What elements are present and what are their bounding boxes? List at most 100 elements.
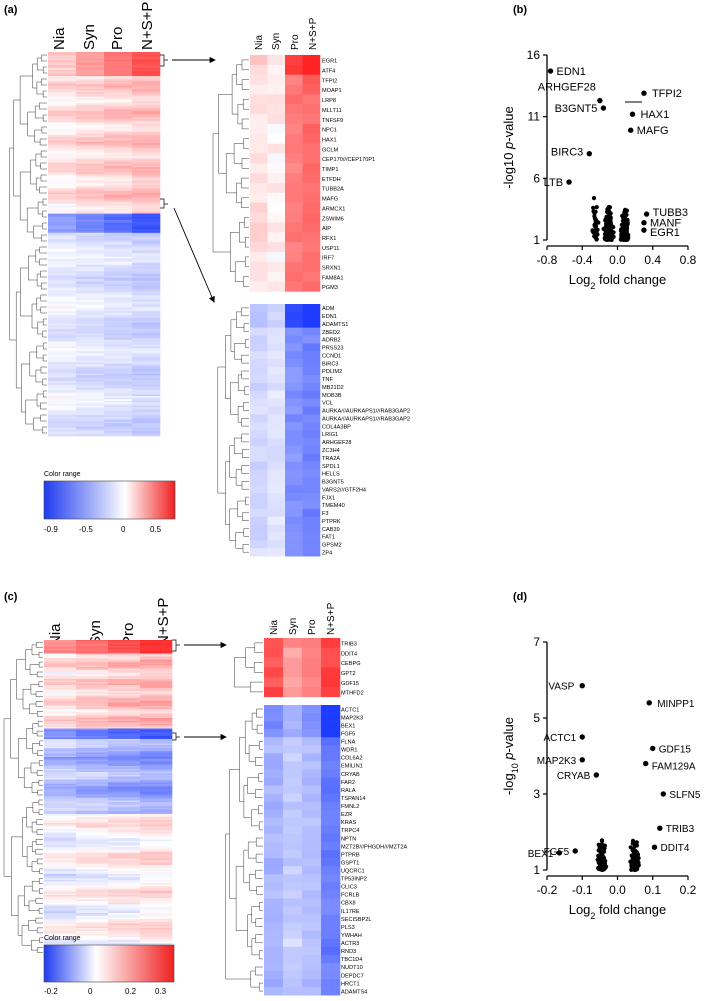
panel-a-main-cell: [132, 120, 161, 123]
panel-a-main-cell: [132, 247, 161, 250]
panel-a-main-cell: [48, 309, 77, 312]
panel-c-up-cell: [321, 657, 341, 668]
dendrogram-branch: [38, 760, 43, 766]
panel-a-main-cell: [48, 164, 77, 166]
panel-c-main-cell: [76, 694, 109, 696]
gene-label: GSPT1: [341, 860, 359, 866]
panel-c-down-cell: [302, 713, 322, 722]
panel-c-down-cell: [283, 858, 303, 867]
panel-c-main-cell: [76, 790, 109, 792]
panel-c-up-cell: [264, 638, 284, 649]
panel-a-main-cell: [104, 124, 133, 126]
gene-label: ADM: [322, 306, 335, 312]
panel-a-main-cell: [48, 192, 77, 195]
panel-a-main-cell: [48, 418, 77, 421]
dendrogram-branch: [26, 207, 39, 233]
panel-c-main-cell: [44, 938, 77, 941]
panel-c-main-cell: [140, 865, 173, 867]
gene-label: ETFDH: [322, 177, 341, 183]
panel-a-main-cell: [104, 117, 133, 120]
panel-c-main-cell: [76, 803, 109, 806]
panel-a-main-cell: [132, 282, 161, 285]
panel-a-down-cell: [250, 532, 268, 541]
panel-c-main-cell: [108, 865, 141, 867]
panel-c-main-cell: [108, 785, 141, 788]
panel-a-up-cell: [267, 173, 286, 184]
panel-c-main-cell: [44, 739, 77, 741]
panel-a-main-cell: [104, 168, 133, 171]
panel-c-main-cell: [44, 743, 77, 746]
panel-c-down-cell: [302, 801, 322, 811]
panel-a-main-cell: [76, 252, 105, 254]
panel-c-main-cell: [108, 770, 141, 773]
panel-c-main-cell: [108, 823, 141, 825]
panel-a-main-cell: [76, 170, 105, 173]
panel-c-down-cell: [302, 962, 322, 972]
panel-a-down-cell: [285, 359, 303, 368]
panel-a-up-cell: [267, 261, 286, 272]
panel-a-main-cell: [104, 138, 133, 141]
panel-a-down-cell: [285, 437, 303, 447]
data-point: [625, 217, 630, 223]
x-tick-label: 0.0: [609, 883, 626, 897]
panel-a-main-cell: [132, 196, 161, 198]
panel-a-main-cell: [48, 84, 77, 86]
panel-c-main-cell: [108, 728, 141, 731]
dendrogram-branch: [244, 386, 249, 395]
panel-c-main-cell: [108, 922, 141, 924]
panel-c-main-cell: [76, 730, 109, 732]
panel-c-down-cell: [264, 898, 284, 907]
panel-c-main-cell: [76, 782, 109, 785]
panel-a-main-cell: [48, 223, 77, 226]
panel-c-main-cell: [140, 919, 173, 921]
gene-label: RALA: [341, 788, 356, 794]
panel-a-main-cell: [48, 181, 77, 184]
dendrogram-branch: [42, 426, 47, 434]
panel-a-up-cell: [250, 143, 268, 154]
panel-a-up-cell: [267, 271, 286, 282]
panel-a-main-cell: [76, 391, 105, 394]
gene-label: FLNA: [341, 740, 356, 746]
panel-c-main-cell: [140, 790, 173, 792]
panel-a-main-cell: [48, 229, 77, 232]
panel-c-main-cell: [108, 898, 141, 900]
panel-a-main-cell: [76, 239, 105, 242]
panel-a-down-cell: [250, 343, 268, 352]
panel-c-main-cell: [140, 697, 173, 699]
panel-c-main-cell: [140, 748, 173, 750]
panel-c-up-cell: [321, 687, 341, 698]
panel-a-main-cell: [132, 68, 161, 70]
panel-c-main-cell: [108, 742, 141, 744]
panel-a-main-cell: [132, 322, 161, 325]
dendrogram-branch: [38, 907, 43, 914]
panel-a-main-cell: [48, 162, 77, 165]
panel-a-main-cell: [76, 314, 105, 317]
panel-a-main-cell: [76, 359, 105, 362]
panel-a-main-cell: [76, 330, 105, 333]
panel-a-down-cell: [302, 524, 321, 533]
panel-c-main-cell: [140, 913, 173, 915]
panel-a-main-cell: [104, 87, 133, 90]
panel-c-main-cell: [108, 652, 141, 654]
panel-c-main-cell: [44, 896, 77, 899]
panel-a-main-cell: [48, 360, 77, 363]
panel-c-main-cell: [76, 718, 109, 720]
panel-a-main-cell: [104, 128, 133, 131]
panel-c-main-cell: [108, 835, 141, 837]
panel-a-main-cell: [48, 146, 77, 149]
panel-a-main-cell: [48, 226, 77, 229]
panel-c-main-cell: [44, 742, 77, 744]
panel-a-main-cell: [48, 346, 77, 349]
panel-c-main-cell: [140, 722, 173, 725]
dendrogram-branch: [241, 307, 249, 317]
panel-a-main-cell: [76, 162, 105, 165]
panel-a-up-cell: [250, 64, 268, 75]
panel-a-main-cell: [132, 336, 161, 339]
panel-c-main-cell: [108, 793, 141, 795]
panel-c-main-cell: [76, 692, 109, 695]
panel-c-main-cell: [44, 737, 77, 740]
panel-a-main-heatmap: [48, 52, 161, 437]
panel-a-up-cell: [250, 271, 268, 282]
panel-a-down-cell: [250, 430, 268, 439]
panel-a-main-cell: [48, 343, 77, 346]
